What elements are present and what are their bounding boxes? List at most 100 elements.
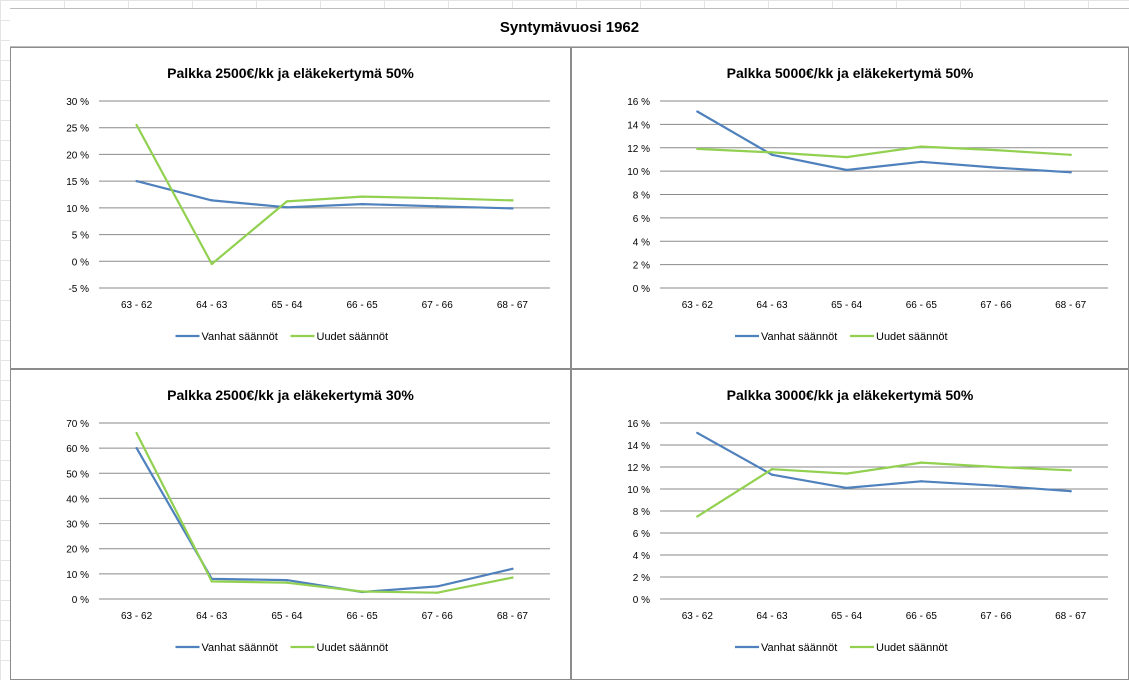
y-tick-label: 0 % xyxy=(72,257,89,268)
legend-label: Vanhat säännöt xyxy=(202,642,278,654)
data-point xyxy=(210,199,213,202)
y-tick-label: 0 % xyxy=(633,284,650,295)
x-tick-label: 68 - 67 xyxy=(497,611,529,622)
y-tick-label: 30 % xyxy=(66,520,89,531)
x-tick-label: 63 - 62 xyxy=(682,300,714,311)
chart-salary-3000-accrual-50[interactable]: Palkka 3000€/kk ja eläkekertymä 50% 0 % 2 … xyxy=(571,369,1129,680)
y-tick-label: 10 % xyxy=(66,570,89,581)
y-tick-label: 0 % xyxy=(633,595,650,606)
x-tick-label: 68 - 67 xyxy=(1055,611,1087,622)
x-tick-label: 63 - 62 xyxy=(682,611,714,622)
data-point xyxy=(696,431,699,435)
data-point xyxy=(210,262,213,266)
y-tick-label: 6 % xyxy=(633,214,650,225)
chart-svg: Palkka 3000€/kk ja eläkekertymä 50% 0 % 2 … xyxy=(627,387,1108,654)
data-point xyxy=(994,148,998,152)
chart-salary-2500-accrual-50[interactable]: Palkka 2500€/kk ja eläkekertymä 50% -5 % 0… xyxy=(10,47,571,369)
data-point xyxy=(511,576,514,579)
data-point xyxy=(920,480,923,483)
x-tick-label: 65 - 64 xyxy=(831,611,863,622)
data-point xyxy=(511,199,514,202)
series-line-vanhat-saannot xyxy=(135,447,513,594)
data-point xyxy=(135,179,138,183)
y-tick-label: 6 % xyxy=(633,529,650,540)
chart-salary-2500-accrual-30[interactable]: Palkka 2500€/kk ja eläkekertymä 30% 0 % 10… xyxy=(10,369,571,680)
legend-label: Vanhat säännöt xyxy=(202,331,278,343)
data-point xyxy=(1069,490,1072,493)
series-line-uudet-saannot xyxy=(696,461,1071,518)
y-tick-label: -5 % xyxy=(68,284,89,295)
data-point xyxy=(511,567,514,571)
data-point xyxy=(135,431,138,435)
chart-svg: Palkka 2500€/kk ja eläkekertymä 30% 0 % 10… xyxy=(66,387,550,654)
chart-salary-5000-accrual-50[interactable]: Palkka 5000€/kk ja eläkekertymä 50% 0 % 2 … xyxy=(571,47,1129,369)
data-point xyxy=(920,145,923,148)
data-point xyxy=(845,472,848,475)
x-tick-label: 67 - 66 xyxy=(980,300,1012,311)
data-point xyxy=(360,590,364,593)
y-tick-label: 10 % xyxy=(66,204,89,215)
x-tick-label: 66 - 65 xyxy=(347,300,379,311)
sheet-title: Syntymävuosi 1962 xyxy=(10,8,1129,47)
y-tick-label: 4 % xyxy=(633,237,650,248)
data-point xyxy=(1069,153,1072,156)
data-point xyxy=(994,465,998,469)
x-tick-label: 66 - 65 xyxy=(906,300,938,311)
data-point xyxy=(436,585,439,588)
data-point xyxy=(511,207,514,210)
data-point xyxy=(285,200,289,203)
series-line-uudet-saannot xyxy=(135,124,513,266)
y-tick-label: 16 % xyxy=(627,97,650,108)
chart-title: Palkka 2500€/kk ja eläkekertymä 50% xyxy=(167,65,414,81)
y-tick-label: 16 % xyxy=(627,419,650,430)
data-point xyxy=(360,202,364,206)
x-tick-label: 64 - 63 xyxy=(196,300,228,311)
data-point xyxy=(770,468,774,471)
data-point xyxy=(696,110,699,113)
chart-title: Palkka 3000€/kk ja eläkekertymä 50% xyxy=(727,387,974,403)
series-line-vanhat-saannot xyxy=(136,180,513,210)
x-tick-label: 63 - 62 xyxy=(121,300,153,311)
series-line-vanhat-saannot xyxy=(696,431,1071,493)
data-point xyxy=(135,446,138,450)
data-point xyxy=(1069,469,1072,472)
x-tick-label: 66 - 65 xyxy=(347,611,379,622)
y-tick-label: 25 % xyxy=(66,124,89,135)
data-point xyxy=(696,147,699,151)
data-point xyxy=(210,580,213,583)
legend-label: Vanhat säännöt xyxy=(761,642,837,654)
x-tick-label: 63 - 62 xyxy=(121,611,153,622)
y-tick-label: 12 % xyxy=(627,144,650,155)
y-tick-label: 2 % xyxy=(633,573,650,584)
y-tick-label: 14 % xyxy=(627,441,650,452)
data-point xyxy=(285,206,289,209)
y-tick-label: 50 % xyxy=(66,469,89,480)
y-tick-label: 2 % xyxy=(633,261,650,272)
legend-label: Uudet säännöt xyxy=(876,642,948,654)
data-point xyxy=(845,155,848,159)
y-tick-label: 4 % xyxy=(633,551,650,562)
x-tick-label: 64 - 63 xyxy=(756,611,788,622)
x-tick-label: 68 - 67 xyxy=(1055,300,1087,311)
chart-svg: Palkka 5000€/kk ja eläkekertymä 50% 0 % 2 … xyxy=(627,65,1108,343)
chart-svg: Palkka 2500€/kk ja eläkekertymä 50% -5 % 0… xyxy=(66,65,550,343)
y-tick-label: 30 % xyxy=(66,97,89,108)
y-tick-label: 8 % xyxy=(633,507,650,518)
y-tick-label: 0 % xyxy=(72,595,89,606)
series-line-vanhat-saannot xyxy=(696,110,1071,174)
data-point xyxy=(436,591,439,594)
y-tick-label: 14 % xyxy=(627,120,650,131)
y-tick-label: 70 % xyxy=(66,419,89,430)
x-tick-label: 65 - 64 xyxy=(271,300,303,311)
data-point xyxy=(845,486,848,490)
y-tick-label: 8 % xyxy=(633,191,650,202)
data-point xyxy=(920,160,923,163)
y-tick-label: 12 % xyxy=(627,463,650,474)
y-tick-label: 10 % xyxy=(627,485,650,496)
data-point xyxy=(1069,171,1072,174)
chart-title: Palkka 2500€/kk ja eläkekertymä 30% xyxy=(167,387,414,403)
legend-label: Uudet säännöt xyxy=(876,331,948,343)
data-point xyxy=(436,197,439,200)
y-tick-label: 15 % xyxy=(66,177,89,188)
data-point xyxy=(920,461,923,464)
